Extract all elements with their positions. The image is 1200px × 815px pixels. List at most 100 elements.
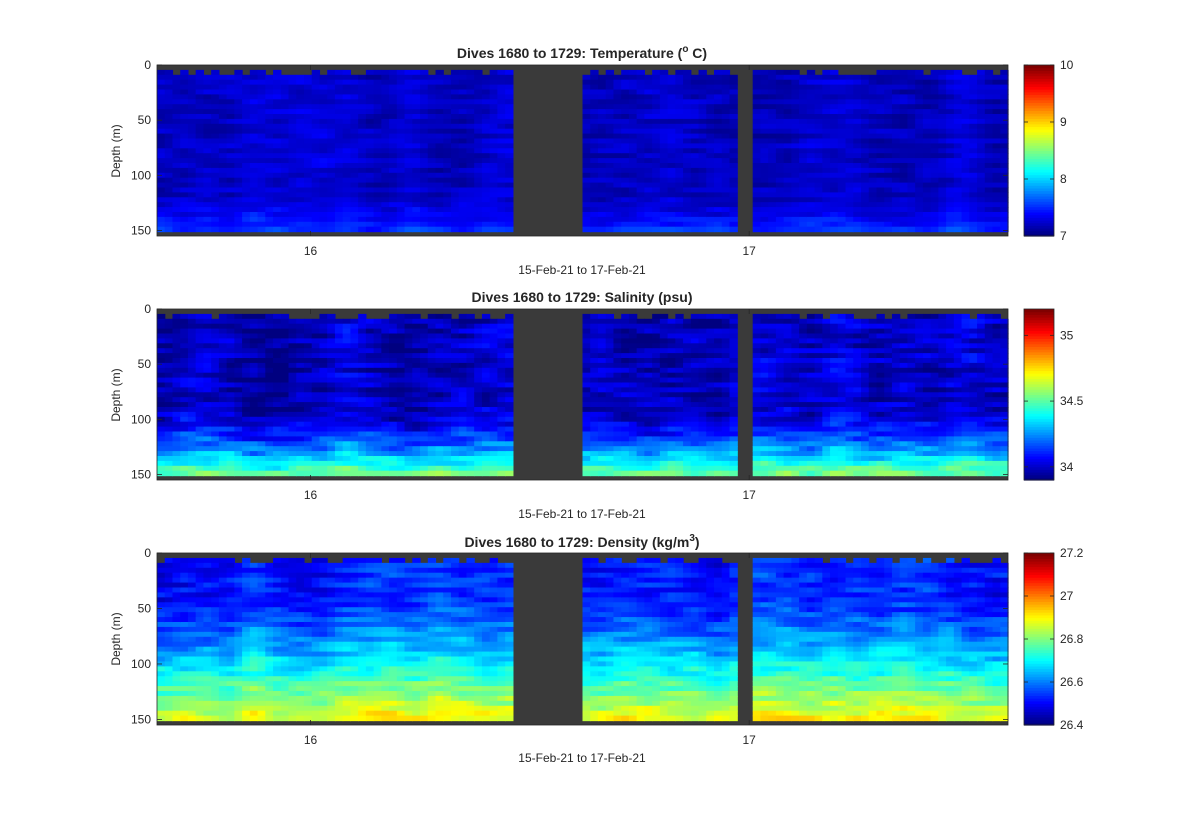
heatmap-cell (915, 123, 924, 130)
heatmap-cell (303, 451, 313, 457)
heatmap-cell (443, 202, 452, 208)
heatmap-cell (775, 84, 785, 91)
heatmap-cell (706, 74, 715, 81)
heatmap-cell (845, 187, 854, 193)
heatmap-cell (211, 79, 220, 86)
heatmap-cell (907, 118, 916, 125)
heatmap-cell (458, 143, 468, 149)
heatmap-cell (481, 411, 491, 418)
heatmap-cell (891, 79, 901, 86)
heatmap-cell (164, 69, 174, 76)
heatmap-cell (590, 84, 599, 91)
heatmap-cell (381, 182, 390, 189)
heatmap-cell (582, 99, 591, 105)
heatmap-cell (234, 387, 243, 393)
heatmap-cell (845, 158, 854, 164)
heatmap-cell (334, 382, 344, 388)
heatmap-cell (280, 358, 290, 364)
heatmap-cell (474, 397, 483, 403)
heatmap-cell (218, 94, 228, 100)
heatmap-cell (706, 79, 715, 86)
heatmap-cell (582, 158, 591, 164)
heatmap-cell (992, 89, 1001, 95)
heatmap-cell (907, 138, 916, 144)
heatmap-cell (505, 436, 514, 442)
heatmap-cell (389, 446, 398, 452)
heatmap-cell (930, 172, 939, 179)
heatmap-cell (365, 99, 375, 105)
heatmap-cell (706, 153, 715, 159)
heatmap-cell (435, 431, 444, 437)
heatmap-cell (714, 114, 723, 120)
heatmap-cell (404, 406, 413, 413)
heatmap-cell (334, 333, 344, 339)
heatmap-cell (381, 455, 390, 462)
heatmap-cell (659, 167, 669, 174)
heatmap-cell (319, 197, 328, 203)
heatmap-cell (597, 123, 607, 130)
heatmap-cell (303, 338, 313, 344)
heatmap-cell (930, 197, 939, 203)
heatmap-cell (938, 211, 947, 218)
heatmap-cell (474, 118, 483, 125)
heatmap-cell (706, 182, 715, 189)
heatmap-cell (505, 226, 514, 233)
heatmap-cell (288, 333, 297, 339)
heatmap-cell (706, 133, 715, 140)
heatmap-cell (806, 158, 816, 164)
heatmap-cell (497, 187, 506, 193)
heatmap-cell (303, 416, 313, 423)
heatmap-cell (714, 79, 723, 86)
heatmap-cell (381, 416, 390, 423)
heatmap-cell (172, 367, 181, 374)
heatmap-cell (605, 333, 615, 339)
heatmap-cell (358, 74, 367, 81)
heatmap-cell (466, 109, 475, 115)
heatmap-cell (157, 114, 166, 120)
heatmap-cell (242, 338, 251, 344)
heatmap-cell (311, 123, 321, 130)
heatmap-cell (319, 416, 328, 423)
heatmap-cell (667, 167, 676, 174)
heatmap-cell (605, 397, 615, 403)
heatmap-cell (799, 89, 808, 95)
heatmap-cell (381, 221, 390, 228)
heatmap-cell (961, 118, 970, 125)
heatmap-cell (427, 328, 437, 335)
heatmap-cell (915, 104, 924, 110)
heatmap-cell (412, 69, 421, 76)
heatmap-cell (582, 343, 591, 349)
heatmap-cell (358, 382, 367, 388)
heatmap-cell (195, 313, 205, 320)
heatmap-cell (389, 431, 398, 437)
heatmap-cell (992, 94, 1001, 100)
heatmap-cell (257, 333, 266, 339)
heatmap-cell (760, 123, 769, 130)
heatmap-cell (698, 128, 707, 135)
heatmap-cell (435, 143, 444, 149)
heatmap-cell (211, 392, 220, 398)
heatmap-cell (396, 167, 406, 174)
heatmap-cell (605, 89, 615, 95)
colorbar-strip (1024, 91, 1054, 95)
heatmap-cell (389, 451, 398, 457)
heatmap-cell (319, 358, 328, 364)
heatmap-cell (698, 148, 707, 154)
heatmap-cell (868, 99, 878, 105)
heatmap-cell (489, 74, 498, 81)
heatmap-cell (365, 382, 375, 388)
heatmap-cell (242, 455, 251, 462)
heatmap-cell (195, 411, 205, 418)
heatmap-cell (806, 202, 816, 208)
heatmap-cell (806, 226, 816, 233)
heatmap-cell (404, 79, 413, 86)
heatmap-cell (783, 89, 792, 95)
heatmap-cell (234, 460, 243, 467)
heatmap-cell (288, 460, 297, 467)
heatmap-cell (420, 328, 429, 335)
colorbar-strip (1024, 155, 1054, 160)
heatmap-cell (187, 128, 197, 135)
heatmap-cell (288, 221, 297, 228)
heatmap-cell (822, 74, 831, 81)
heatmap-cell (458, 470, 468, 477)
